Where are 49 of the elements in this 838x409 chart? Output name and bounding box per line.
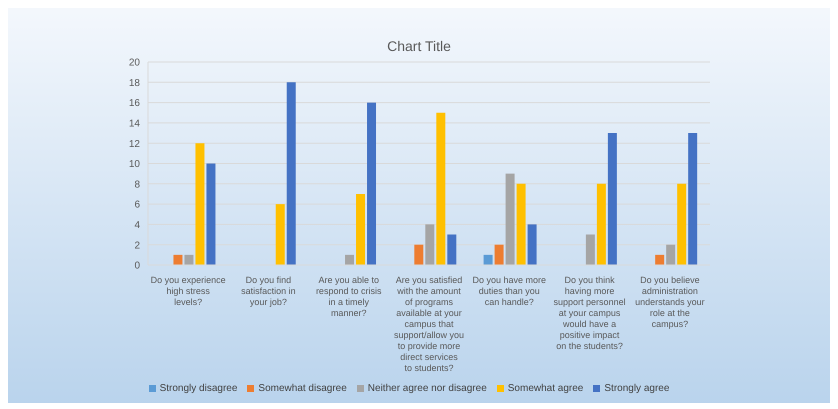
legend-label: Strongly agree	[604, 383, 670, 394]
y-tick-label: 16	[128, 98, 140, 110]
bar	[516, 184, 526, 265]
category-label: Are you satisfied with the amount of programs available at your campus that support/allow you to provide more direct services to students?	[394, 275, 464, 373]
bar	[666, 244, 676, 265]
x-tick-label: Are you able to respond to crisis in a timely manner?	[316, 275, 382, 318]
bar	[206, 164, 216, 265]
bar	[608, 133, 617, 265]
bar	[494, 244, 504, 265]
bar	[345, 254, 354, 265]
y-tick-label: 2	[134, 240, 140, 252]
legend-label: Neither agree nor disagree	[368, 383, 487, 394]
bar	[528, 224, 537, 265]
bar	[447, 234, 456, 265]
bar	[436, 112, 446, 265]
bar	[484, 254, 493, 265]
y-tick-label: 20	[128, 58, 140, 69]
x-tick-label: Do you think having more support personnel at your campus would have a positive impact on the students?	[554, 275, 626, 351]
bar	[688, 133, 698, 265]
bar	[286, 82, 296, 265]
legend-label: Strongly disagree	[160, 383, 238, 394]
bar	[596, 184, 606, 265]
y-tick-label: 12	[128, 138, 140, 150]
bar	[184, 254, 194, 265]
bar	[425, 224, 434, 265]
bar	[655, 254, 664, 265]
y-tick-label: 18	[128, 78, 140, 89]
bar	[586, 234, 595, 265]
x-tick-label: Do you find satisfaction in your job?	[241, 275, 296, 307]
y-tick-label: 6	[134, 200, 140, 211]
x-tick-label: Do you believe administration understands your role at the campus?	[635, 275, 705, 329]
bar	[677, 184, 686, 265]
y-tick-label: 0	[134, 260, 140, 272]
x-tick-label: Do you experience high stress levels?	[150, 275, 226, 307]
y-tick-label: 4	[134, 220, 140, 231]
x-tick-label: Do you have more duties than you can handle?	[472, 275, 546, 307]
legend-label: Somewhat disagree	[258, 383, 347, 394]
chart-title: Chart Title	[386, 37, 452, 56]
bar	[356, 194, 366, 265]
bar	[195, 143, 204, 265]
y-tick-label: 8	[134, 179, 140, 190]
y-tick-label: 14	[128, 118, 140, 130]
bar	[506, 174, 515, 265]
bar	[276, 204, 285, 265]
legend-label: Somewhat agree	[508, 383, 584, 394]
bar	[367, 102, 376, 265]
bar	[414, 244, 424, 265]
bar	[173, 254, 182, 265]
y-tick-label: 10	[128, 159, 140, 170]
